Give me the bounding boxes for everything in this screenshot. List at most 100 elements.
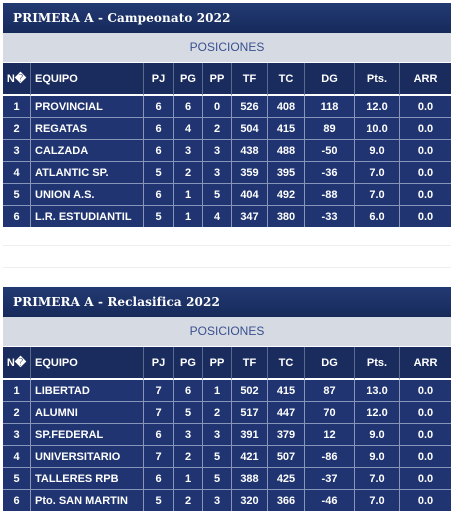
cell-equipo: LIBERTAD	[31, 380, 144, 402]
col-header-tc: TC	[268, 347, 305, 380]
cell-pos: 2	[3, 402, 31, 424]
cell-pj: 7	[144, 446, 174, 468]
cell-pp: 5	[203, 468, 232, 490]
table-row: 4 ATLANTIC SP. 5 2 3 359 395 -36 7.0 0.0	[3, 162, 451, 184]
table-body: 1 LIBERTAD 7 6 1 502 415 87 13.0 0.0 2 ALUMNI 7 5 2 517…	[3, 380, 451, 511]
cell-tf: 388	[232, 468, 268, 490]
cell-pts: 12.0	[355, 402, 400, 424]
cell-pg: 6	[174, 96, 203, 118]
cell-pos: 2	[3, 118, 31, 140]
cell-pts: 6.0	[355, 206, 400, 227]
cell-pts: 7.0	[355, 468, 400, 490]
cell-equipo: PROVINCIAL	[31, 96, 144, 118]
cell-dg: 87	[305, 380, 355, 402]
standings-block-reclasifica: PRIMERA A - Reclasifica 2022 POSICIONES …	[3, 287, 451, 511]
cell-pp: 1	[203, 380, 232, 402]
cell-equipo: ALUMNI	[31, 402, 144, 424]
cell-pg: 5	[174, 402, 203, 424]
cell-pj: 5	[144, 162, 174, 184]
cell-tf: 504	[232, 118, 268, 140]
col-header-tf: TF	[232, 347, 268, 380]
standings-table: N� EQUIPO PJ PG PP TF TC DG Pts. ARR 1 LI…	[3, 347, 451, 511]
table-row: 6 Pto. SAN MARTIN 5 2 3 320 366 -46 7.0 0.0	[3, 490, 451, 511]
col-header-tf: TF	[232, 63, 268, 96]
cell-pos: 4	[3, 162, 31, 184]
cell-dg: -36	[305, 162, 355, 184]
cell-dg: 118	[305, 96, 355, 118]
cell-arr: 0.0	[400, 380, 451, 402]
cell-equipo: TALLERES RPB	[31, 468, 144, 490]
cell-pos: 6	[3, 490, 31, 511]
table-row: 3 SP.FEDERAL 6 3 3 391 379 12 9.0 0.0	[3, 424, 451, 446]
section-label: POSICIONES	[3, 317, 451, 347]
col-header-equipo: EQUIPO	[31, 347, 144, 380]
cell-pj: 6	[144, 140, 174, 162]
cell-pp: 5	[203, 184, 232, 206]
cell-pos: 5	[3, 184, 31, 206]
cell-arr: 0.0	[400, 162, 451, 184]
cell-dg: -37	[305, 468, 355, 490]
cell-tf: 347	[232, 206, 268, 227]
table-row: 1 PROVINCIAL 6 6 0 526 408 118 12.0 0.0	[3, 96, 451, 118]
cell-tc: 380	[268, 206, 305, 227]
cell-pos: 4	[3, 446, 31, 468]
cell-pg: 2	[174, 162, 203, 184]
cell-dg: 12	[305, 424, 355, 446]
col-header-pts: Pts.	[355, 347, 400, 380]
cell-arr: 0.0	[400, 424, 451, 446]
cell-tf: 438	[232, 140, 268, 162]
cell-arr: 0.0	[400, 402, 451, 424]
cell-tc: 488	[268, 140, 305, 162]
col-header-pg: PG	[174, 63, 203, 96]
col-header-dg: DG	[305, 63, 355, 96]
cell-pj: 6	[144, 468, 174, 490]
cell-pg: 1	[174, 184, 203, 206]
cell-pts: 9.0	[355, 140, 400, 162]
cell-equipo: REGATAS	[31, 118, 144, 140]
section-label: POSICIONES	[3, 33, 451, 63]
cell-equipo: L.R. ESTUDIANTIL	[31, 206, 144, 227]
header-row: N� EQUIPO PJ PG PP TF TC DG Pts. ARR	[3, 63, 451, 96]
table-row: 2 ALUMNI 7 5 2 517 447 70 12.0 0.0	[3, 402, 451, 424]
cell-equipo: CALZADA	[31, 140, 144, 162]
cell-dg: -86	[305, 446, 355, 468]
cell-pos: 3	[3, 424, 31, 446]
cell-tf: 421	[232, 446, 268, 468]
cell-pts: 13.0	[355, 380, 400, 402]
cell-pp: 3	[203, 490, 232, 511]
cell-pts: 10.0	[355, 118, 400, 140]
cell-tf: 391	[232, 424, 268, 446]
cell-pg: 1	[174, 468, 203, 490]
table-row: 6 L.R. ESTUDIANTIL 5 1 4 347 380 -33 6.0 0.0	[3, 206, 451, 227]
col-header-pj: PJ	[144, 63, 174, 96]
cell-dg: 70	[305, 402, 355, 424]
cell-tc: 379	[268, 424, 305, 446]
cell-tc: 447	[268, 402, 305, 424]
cell-pj: 6	[144, 184, 174, 206]
cell-pg: 2	[174, 490, 203, 511]
cell-tc: 507	[268, 446, 305, 468]
table-row: 4 UNIVERSITARIO 7 2 5 421 507 -86 9.0 0.0	[3, 446, 451, 468]
cell-pj: 7	[144, 380, 174, 402]
cell-tf: 517	[232, 402, 268, 424]
cell-equipo: UNION A.S.	[31, 184, 144, 206]
cell-tc: 395	[268, 162, 305, 184]
cell-pj: 5	[144, 490, 174, 511]
col-header-tc: TC	[268, 63, 305, 96]
cell-arr: 0.0	[400, 140, 451, 162]
cell-pts: 7.0	[355, 162, 400, 184]
cell-tc: 415	[268, 118, 305, 140]
cell-pts: 7.0	[355, 490, 400, 511]
cell-equipo: SP.FEDERAL	[31, 424, 144, 446]
col-header-pos: N�	[3, 63, 31, 96]
table-row: 5 UNION A.S. 6 1 5 404 492 -88 7.0 0.0	[3, 184, 451, 206]
cell-pp: 2	[203, 118, 232, 140]
col-header-equipo: EQUIPO	[31, 63, 144, 96]
cell-pts: 7.0	[355, 184, 400, 206]
cell-pj: 6	[144, 96, 174, 118]
cell-tc: 366	[268, 490, 305, 511]
col-header-pos: N�	[3, 347, 31, 380]
cell-pts: 9.0	[355, 424, 400, 446]
cell-tc: 415	[268, 380, 305, 402]
cell-pg: 3	[174, 424, 203, 446]
